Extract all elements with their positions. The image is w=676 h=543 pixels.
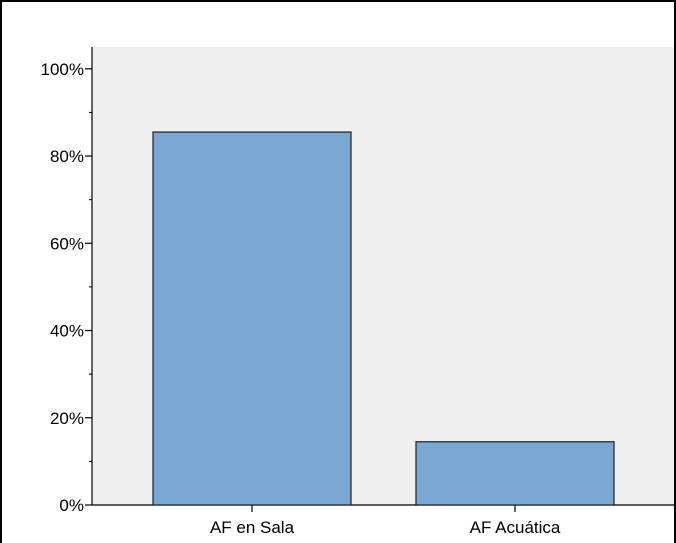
y-tick-label: 40%	[50, 322, 84, 341]
x-axis: AF en Sala AF Acuática	[92, 504, 674, 537]
y-tick-label: 80%	[50, 147, 84, 166]
y-tick-label: 60%	[50, 234, 84, 253]
x-tick-label: AF en Sala	[210, 518, 295, 537]
x-tick-label: AF Acuática	[470, 518, 561, 537]
bars	[152, 131, 615, 506]
y-tick-label: 0%	[59, 496, 84, 515]
y-tick-label: 100%	[41, 60, 84, 79]
bar-af-en-sala	[152, 131, 352, 506]
y-axis: 0% 20% 40% 60% 80% 100%	[41, 47, 93, 515]
bar-af-acuatica	[415, 441, 615, 506]
y-tick-label: 20%	[50, 409, 84, 428]
